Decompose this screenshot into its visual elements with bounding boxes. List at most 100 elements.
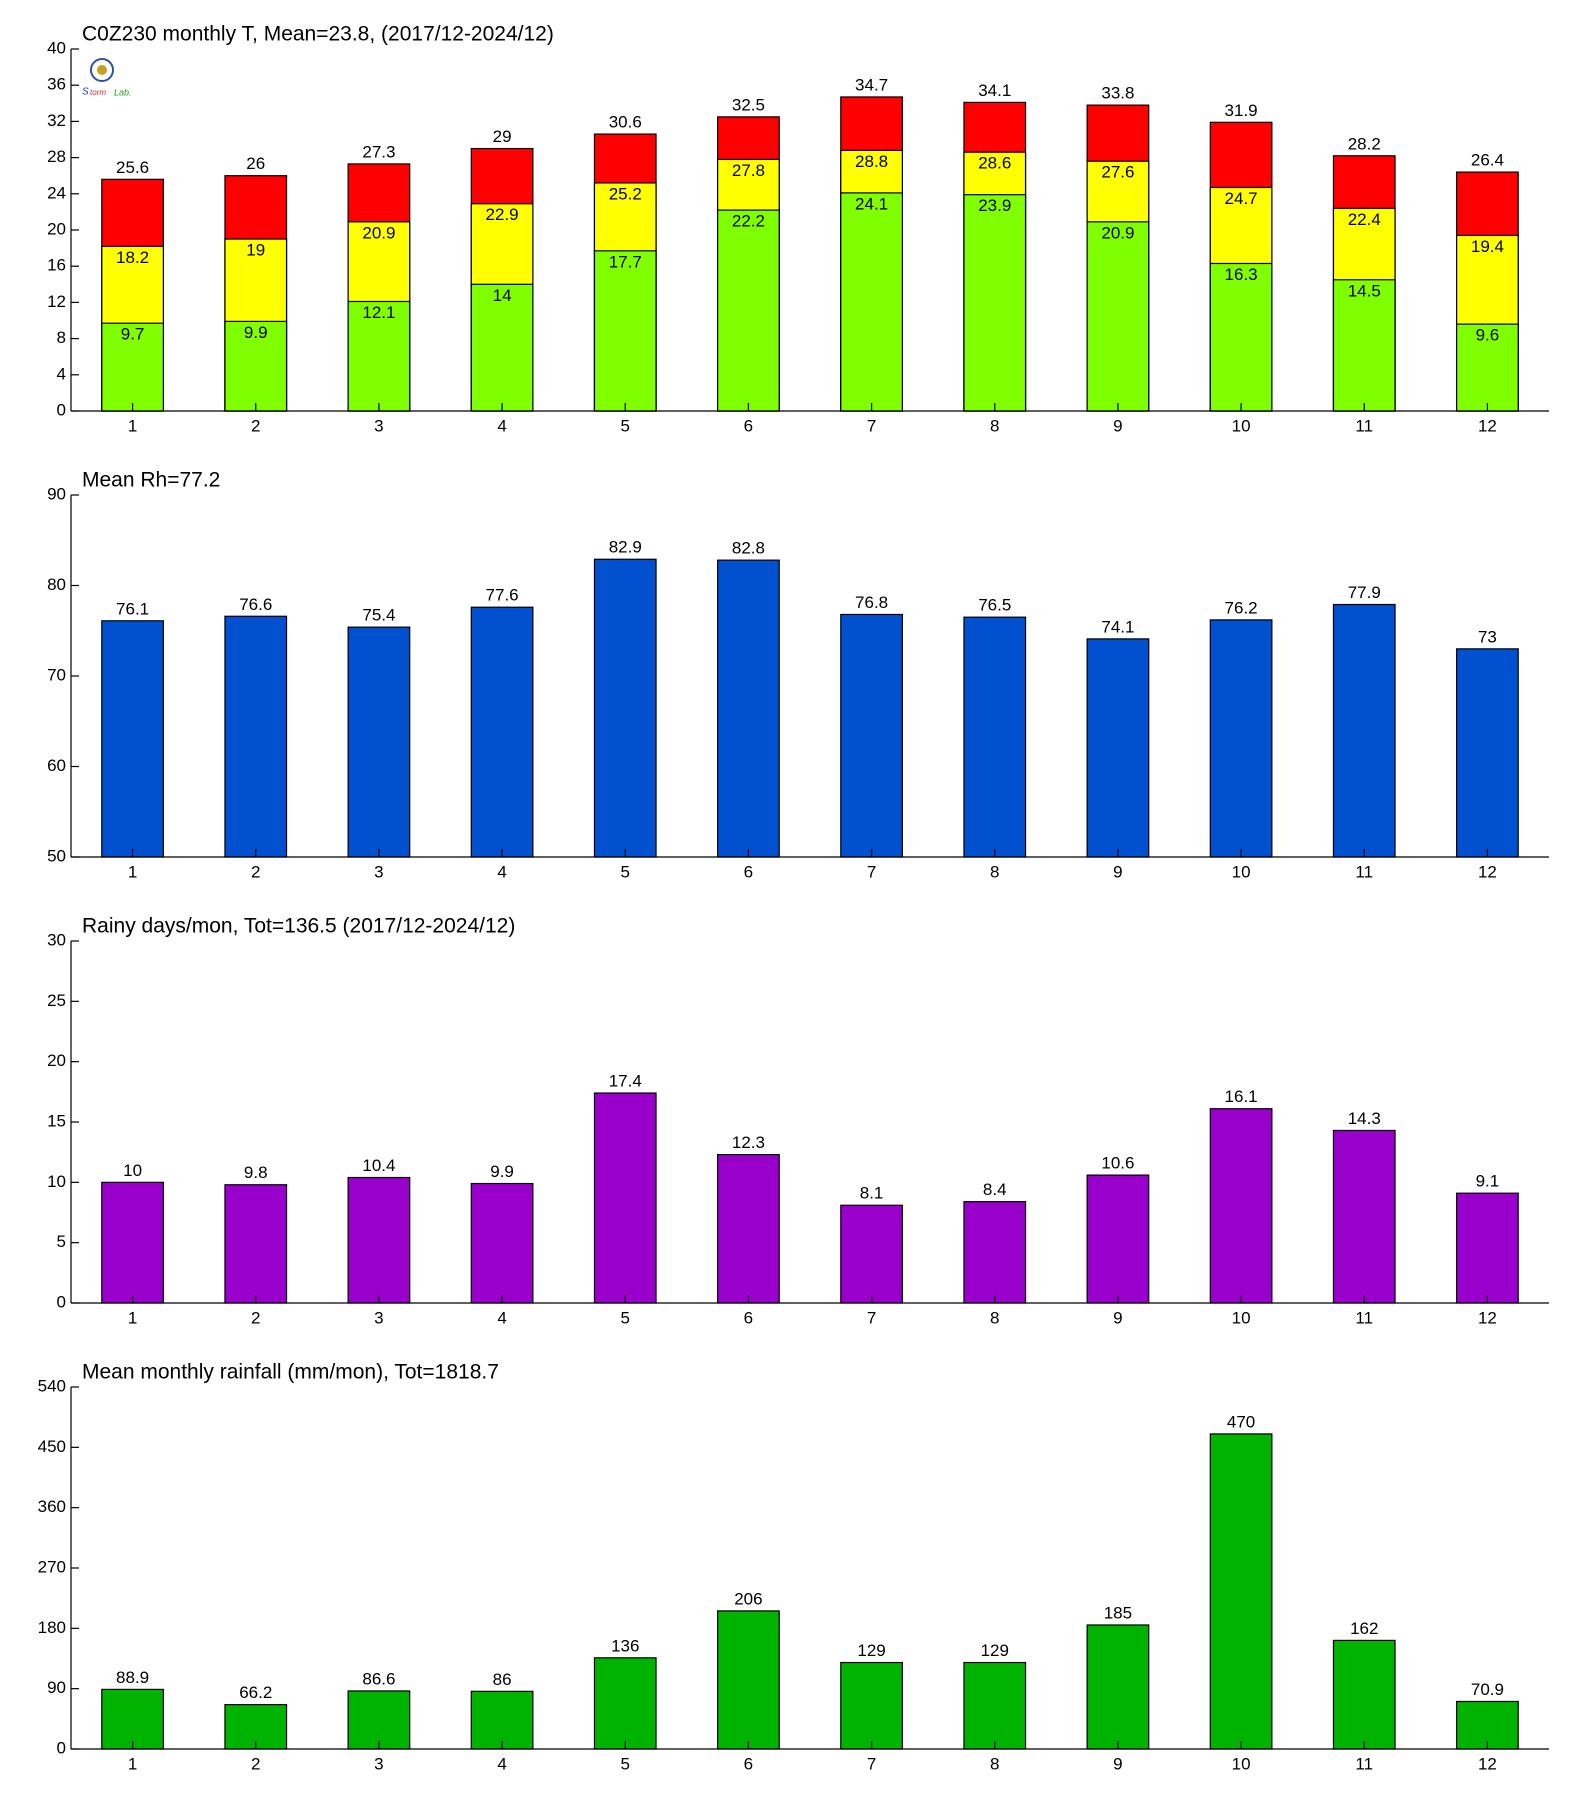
y-tick-label: 32 [47, 111, 66, 130]
y-tick-label: 40 [47, 38, 66, 57]
value-label: 76.8 [855, 593, 888, 612]
x-tick-label: 11 [1355, 1754, 1373, 1773]
bar [1332, 1639, 1396, 1750]
y-tick-label: 0 [57, 1292, 66, 1311]
bar [593, 1657, 657, 1750]
x-tick-label: 1 [128, 1308, 137, 1327]
value-label: 470 [1227, 1412, 1255, 1431]
value-label: 76.5 [978, 596, 1011, 615]
x-tick-label: 5 [621, 1308, 630, 1327]
bar [101, 1181, 164, 1304]
bar [347, 1690, 411, 1750]
bar [1086, 1624, 1150, 1750]
value-label: 23.9 [978, 196, 1011, 215]
value-label: 28.8 [855, 152, 888, 171]
value-label: 31.9 [1225, 101, 1258, 120]
value-label: 86.6 [362, 1669, 395, 1688]
value-label: 12.3 [732, 1133, 765, 1152]
value-label: 19 [246, 241, 265, 260]
value-label: 25.6 [116, 158, 149, 177]
value-label: 76.2 [1225, 598, 1258, 617]
value-label: 34.1 [978, 81, 1011, 100]
x-tick-label: 1 [128, 1754, 137, 1773]
x-tick-label: 10 [1232, 1754, 1251, 1773]
x-tick-label: 2 [251, 1308, 260, 1327]
bar [101, 620, 164, 858]
x-tick-label: 2 [251, 862, 260, 881]
x-tick-label: 8 [990, 1308, 999, 1327]
x-tick-label: 11 [1355, 1308, 1373, 1327]
x-tick-label: 7 [867, 1754, 876, 1773]
y-tick-label: 270 [38, 1557, 66, 1576]
value-label: 8.1 [860, 1184, 884, 1203]
value-label: 185 [1104, 1603, 1132, 1622]
bar [840, 192, 903, 412]
x-tick-label: 12 [1478, 1308, 1497, 1327]
value-label: 86 [493, 1670, 512, 1689]
value-label: 26 [246, 154, 265, 173]
y-tick-label: 8 [57, 328, 66, 347]
x-tick-label: 10 [1232, 1308, 1251, 1327]
value-label: 22.9 [486, 205, 519, 224]
y-tick-label: 20 [47, 219, 66, 238]
value-label: 14 [493, 286, 512, 305]
bar [470, 606, 534, 858]
x-tick-label: 1 [128, 862, 137, 881]
bar [1209, 262, 1273, 412]
bar [963, 1201, 1027, 1304]
bar [717, 1610, 780, 1750]
bar [224, 320, 288, 412]
x-tick-label: 11 [1355, 862, 1373, 881]
x-tick-label: 3 [374, 1754, 383, 1773]
chart-title: Mean Rh=77.2 [82, 469, 220, 492]
chart-title: C0Z230 monthly T, Mean=23.8, (2017/12-20… [82, 23, 554, 46]
bar [101, 322, 164, 412]
value-label: 77.6 [486, 586, 519, 605]
y-tick-label: 450 [38, 1437, 66, 1456]
bar [963, 194, 1027, 412]
value-label: 9.1 [1476, 1172, 1500, 1191]
y-tick-label: 540 [38, 1376, 66, 1395]
bar [593, 558, 657, 858]
y-tick-label: 50 [47, 846, 66, 865]
value-label: 77.9 [1348, 583, 1381, 602]
value-label: 82.8 [732, 539, 765, 558]
value-label: 32.5 [732, 95, 765, 114]
value-label: 20.9 [362, 223, 395, 242]
value-label: 12.1 [362, 303, 395, 322]
y-tick-label: 10 [47, 1172, 66, 1191]
y-tick-label: 5 [57, 1232, 66, 1251]
svg-text:S: S [82, 87, 89, 98]
value-label: 9.9 [244, 323, 268, 342]
bar [963, 616, 1027, 858]
x-tick-label: 5 [621, 862, 630, 881]
bar [1086, 1174, 1150, 1304]
y-tick-label: 20 [47, 1051, 66, 1070]
x-tick-label: 5 [621, 1754, 630, 1773]
bar [1086, 221, 1150, 412]
value-label: 136 [611, 1636, 639, 1655]
x-tick-label: 2 [251, 1754, 260, 1773]
value-label: 9.9 [490, 1162, 514, 1181]
bar [1332, 279, 1396, 412]
bar [101, 1688, 164, 1750]
value-label: 10.4 [362, 1156, 395, 1175]
value-label: 29 [493, 127, 512, 146]
bar [717, 559, 780, 858]
bar [1456, 323, 1519, 412]
x-tick-label: 12 [1478, 1754, 1497, 1773]
x-tick-label: 9 [1113, 1754, 1122, 1773]
value-label: 9.6 [1476, 326, 1500, 345]
y-tick-label: 28 [47, 147, 66, 166]
x-tick-label: 7 [867, 1308, 876, 1327]
value-label: 17.4 [609, 1072, 642, 1091]
x-tick-label: 3 [374, 862, 383, 881]
bar [1209, 619, 1273, 858]
bar [1209, 1108, 1273, 1304]
value-label: 206 [734, 1589, 762, 1608]
bar [840, 613, 903, 858]
value-label: 22.2 [732, 212, 765, 231]
x-tick-label: 12 [1478, 862, 1497, 881]
bar [470, 283, 534, 412]
